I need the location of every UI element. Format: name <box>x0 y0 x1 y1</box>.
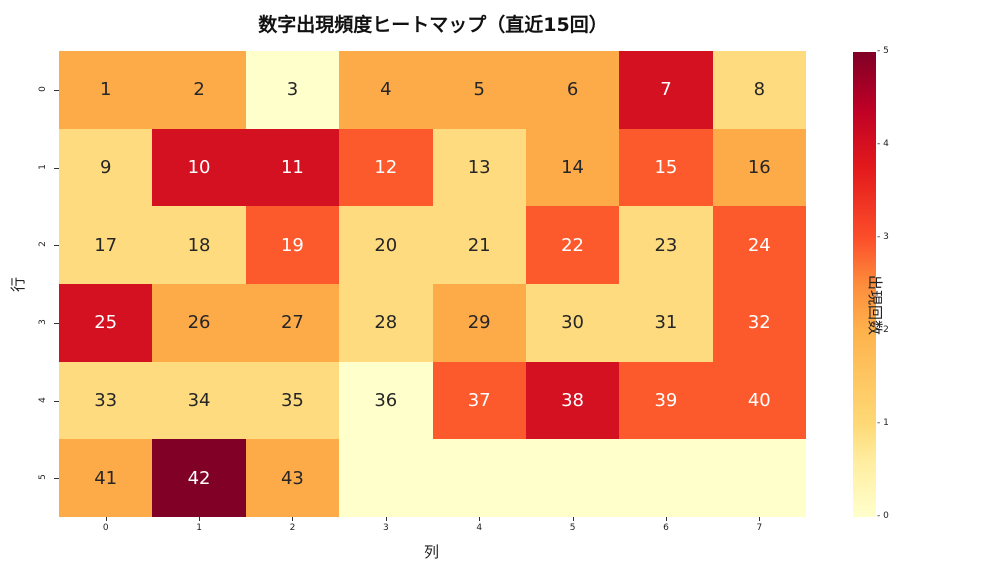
heatmap-cell: 8 <box>712 51 806 129</box>
x-tick-mark <box>572 517 574 521</box>
heatmap-cell: 41 <box>59 439 153 517</box>
heatmap-cell: 33 <box>59 361 153 440</box>
y-tick-label: 5 <box>38 474 48 481</box>
heatmap-cell: 9 <box>59 128 153 207</box>
y-tick-label: 1 <box>38 163 48 170</box>
heatmap-cell <box>339 439 433 517</box>
x-tick-label: 0 <box>102 523 109 533</box>
heatmap-cell: 12 <box>339 128 433 207</box>
colorbar-tick-label: - 5 <box>877 46 889 56</box>
x-tick-mark <box>759 517 761 521</box>
heatmap-cell: 42 <box>152 439 246 517</box>
colorbar <box>853 52 876 517</box>
y-tick-mark <box>54 167 59 169</box>
colorbar-tick-label: - 0 <box>877 511 889 521</box>
heatmap-cell: 17 <box>59 206 153 284</box>
chart-title: 数字出現頻度ヒートマップ（直近15回） <box>258 14 608 36</box>
colorbar-tick-label: - 4 <box>877 139 889 149</box>
y-tick-label: 2 <box>38 241 48 248</box>
heatmap-cell: 29 <box>432 283 526 362</box>
heatmap-cell <box>712 439 806 517</box>
heatmap-grid: 1 2 3 4 5 6 7 8 9 10 11 12 13 14 15 16 17 18 19 20 21 22 23 24 2… <box>59 51 806 517</box>
y-tick-mark <box>54 478 59 480</box>
x-tick-label: 4 <box>476 523 483 533</box>
heatmap-cell: 26 <box>152 283 246 362</box>
colorbar-tick-label: - 3 <box>877 232 889 242</box>
heatmap-cell: 13 <box>432 128 526 207</box>
y-tick-mark <box>54 89 59 91</box>
heatmap-cell: 31 <box>619 283 713 362</box>
heatmap-cell: 7 <box>619 51 713 129</box>
heatmap-cell: 1 <box>59 51 153 129</box>
colorbar-label: 出現回数 <box>866 275 884 336</box>
heatmap-cell: 28 <box>339 283 433 362</box>
y-axis-label: 行 <box>9 276 28 293</box>
heatmap-cell: 22 <box>525 206 620 284</box>
y-tick-mark <box>54 322 59 324</box>
y-tick-label: 3 <box>38 318 48 325</box>
y-tick-label: 0 <box>38 85 48 92</box>
x-tick-label: 1 <box>196 523 202 533</box>
heatmap-cell: 21 <box>432 206 526 284</box>
x-tick-mark <box>665 517 667 521</box>
heatmap-cell: 39 <box>619 361 713 440</box>
heatmap-cell: 32 <box>712 283 806 362</box>
heatmap-cell: 10 <box>152 128 246 207</box>
y-tick-label: 4 <box>38 396 48 403</box>
y-tick-mark <box>54 245 59 247</box>
heatmap-cell: 36 <box>339 361 433 440</box>
heatmap-cell: 4 <box>339 51 433 129</box>
colorbar-tick-label: - 1 <box>877 418 889 428</box>
heatmap-cell: 3 <box>245 51 340 129</box>
heatmap-cell: 15 <box>619 128 713 207</box>
heatmap-cell: 16 <box>712 128 806 207</box>
x-tick-mark <box>385 517 387 521</box>
x-tick-label: 5 <box>569 523 576 533</box>
heatmap-cell: 40 <box>712 361 806 440</box>
heatmap-cell: 30 <box>525 283 620 362</box>
x-tick-label: 2 <box>289 523 296 533</box>
heatmap-cell <box>525 439 620 517</box>
heatmap-cell: 23 <box>619 206 713 284</box>
heatmap-cell: 27 <box>245 283 340 362</box>
heatmap-cell: 24 <box>712 206 806 284</box>
heatmap-cell: 38 <box>525 361 620 440</box>
x-tick-mark <box>199 517 201 521</box>
x-tick-mark <box>479 517 481 521</box>
x-tick-label: 7 <box>756 523 763 533</box>
heatmap-cell: 5 <box>432 51 526 129</box>
x-tick-label: 6 <box>663 523 669 533</box>
heatmap-cell <box>432 439 526 517</box>
heatmap-cell <box>619 439 713 517</box>
y-tick-mark <box>54 400 59 402</box>
heatmap-cell: 35 <box>245 361 340 440</box>
heatmap-cell: 37 <box>432 361 526 440</box>
heatmap-cell: 18 <box>152 206 246 284</box>
heatmap-cell: 34 <box>152 361 246 440</box>
heatmap-cell: 19 <box>245 206 340 284</box>
heatmap-cell: 6 <box>525 51 620 129</box>
colorbar-tick-label: - 2 <box>877 325 889 335</box>
x-tick-mark <box>105 517 107 521</box>
heatmap-cell: 20 <box>339 206 433 284</box>
x-axis-label: 列 <box>424 543 440 561</box>
heatmap-cell: 2 <box>152 51 246 129</box>
heatmap-cell: 11 <box>245 128 340 207</box>
heatmap-cell: 14 <box>525 128 620 207</box>
heatmap-cell: 25 <box>59 283 153 362</box>
x-tick-label: 3 <box>382 523 389 533</box>
x-tick-mark <box>292 517 294 521</box>
heatmap-cell: 43 <box>245 439 340 517</box>
